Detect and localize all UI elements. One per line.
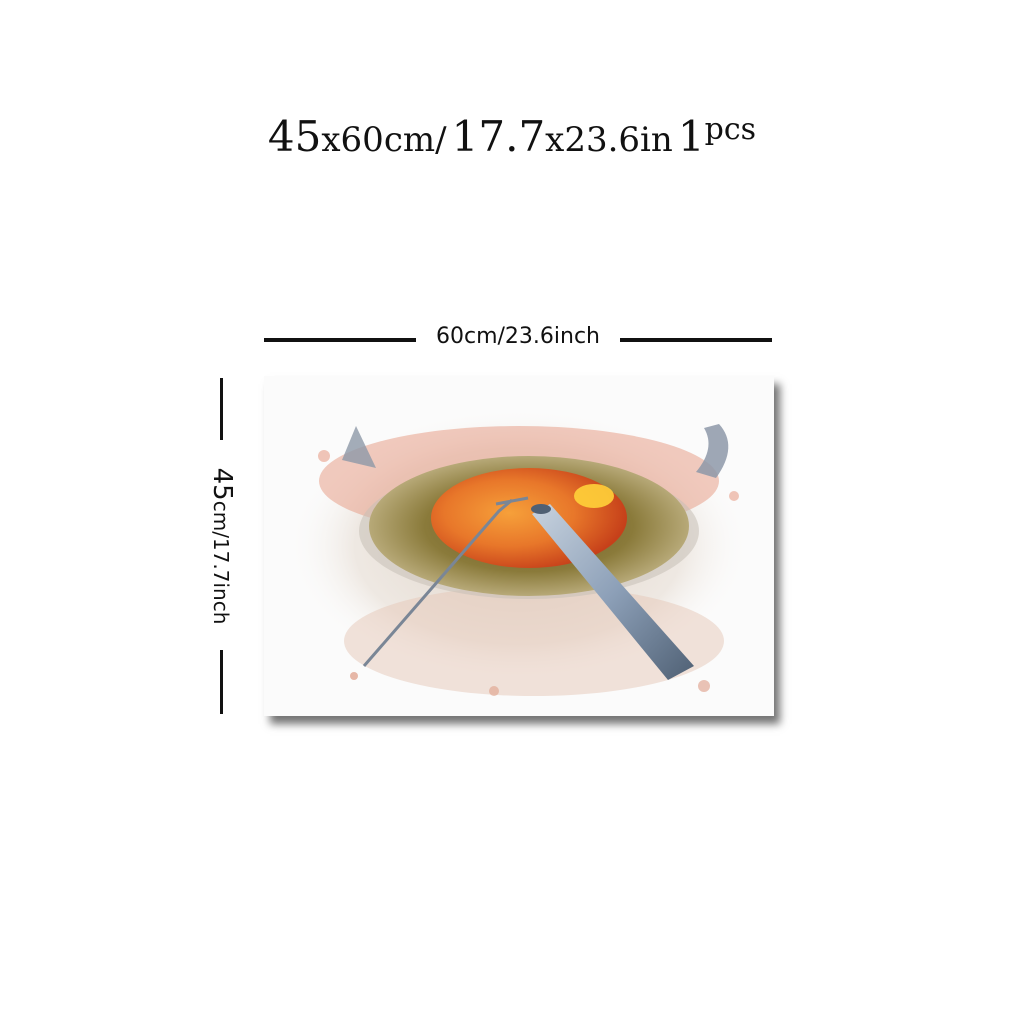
height-label-unit: cm/17.7inch	[209, 500, 233, 625]
splash-dot	[350, 672, 358, 680]
surgical-probe	[532, 504, 694, 680]
canvas-print	[264, 376, 774, 716]
size-headline: 45x60cm/ 17.7x23.6in 1pcs	[0, 112, 1024, 161]
width-line-left	[264, 338, 416, 342]
splash-dot	[318, 450, 330, 462]
headline-part-60cm: x60cm/	[321, 120, 447, 160]
pupil-highlight	[574, 484, 614, 508]
surgical-hook	[362, 498, 513, 667]
headline-part-45: 45	[267, 112, 322, 161]
pupil	[431, 468, 627, 568]
width-dimension: 60cm/23.6inch	[264, 322, 772, 356]
eye-surgery-artwork	[284, 406, 754, 696]
headline-part-23-6in: x23.6in	[545, 120, 673, 160]
headline-part-17-7: 17.7	[451, 112, 546, 161]
height-label: 45cm/17.7inch	[207, 468, 237, 625]
headline-part-1: 1	[677, 112, 705, 161]
surgical-hook-tip	[495, 496, 529, 506]
probe-tip	[531, 504, 551, 514]
height-label-number: 45	[207, 467, 237, 501]
headline-part-pcs: pcs	[704, 112, 757, 147]
lid-retractor-left	[342, 426, 376, 468]
splash-dot	[729, 491, 739, 501]
splash-dot	[489, 686, 499, 696]
height-line-top	[220, 378, 223, 440]
height-dimension: 45cm/17.7inch	[200, 378, 244, 714]
width-label: 60cm/23.6inch	[435, 324, 600, 349]
height-line-bottom	[220, 650, 223, 714]
splash-dot	[698, 680, 710, 692]
width-line-right	[620, 338, 772, 342]
lid-retractor-right	[696, 424, 729, 478]
